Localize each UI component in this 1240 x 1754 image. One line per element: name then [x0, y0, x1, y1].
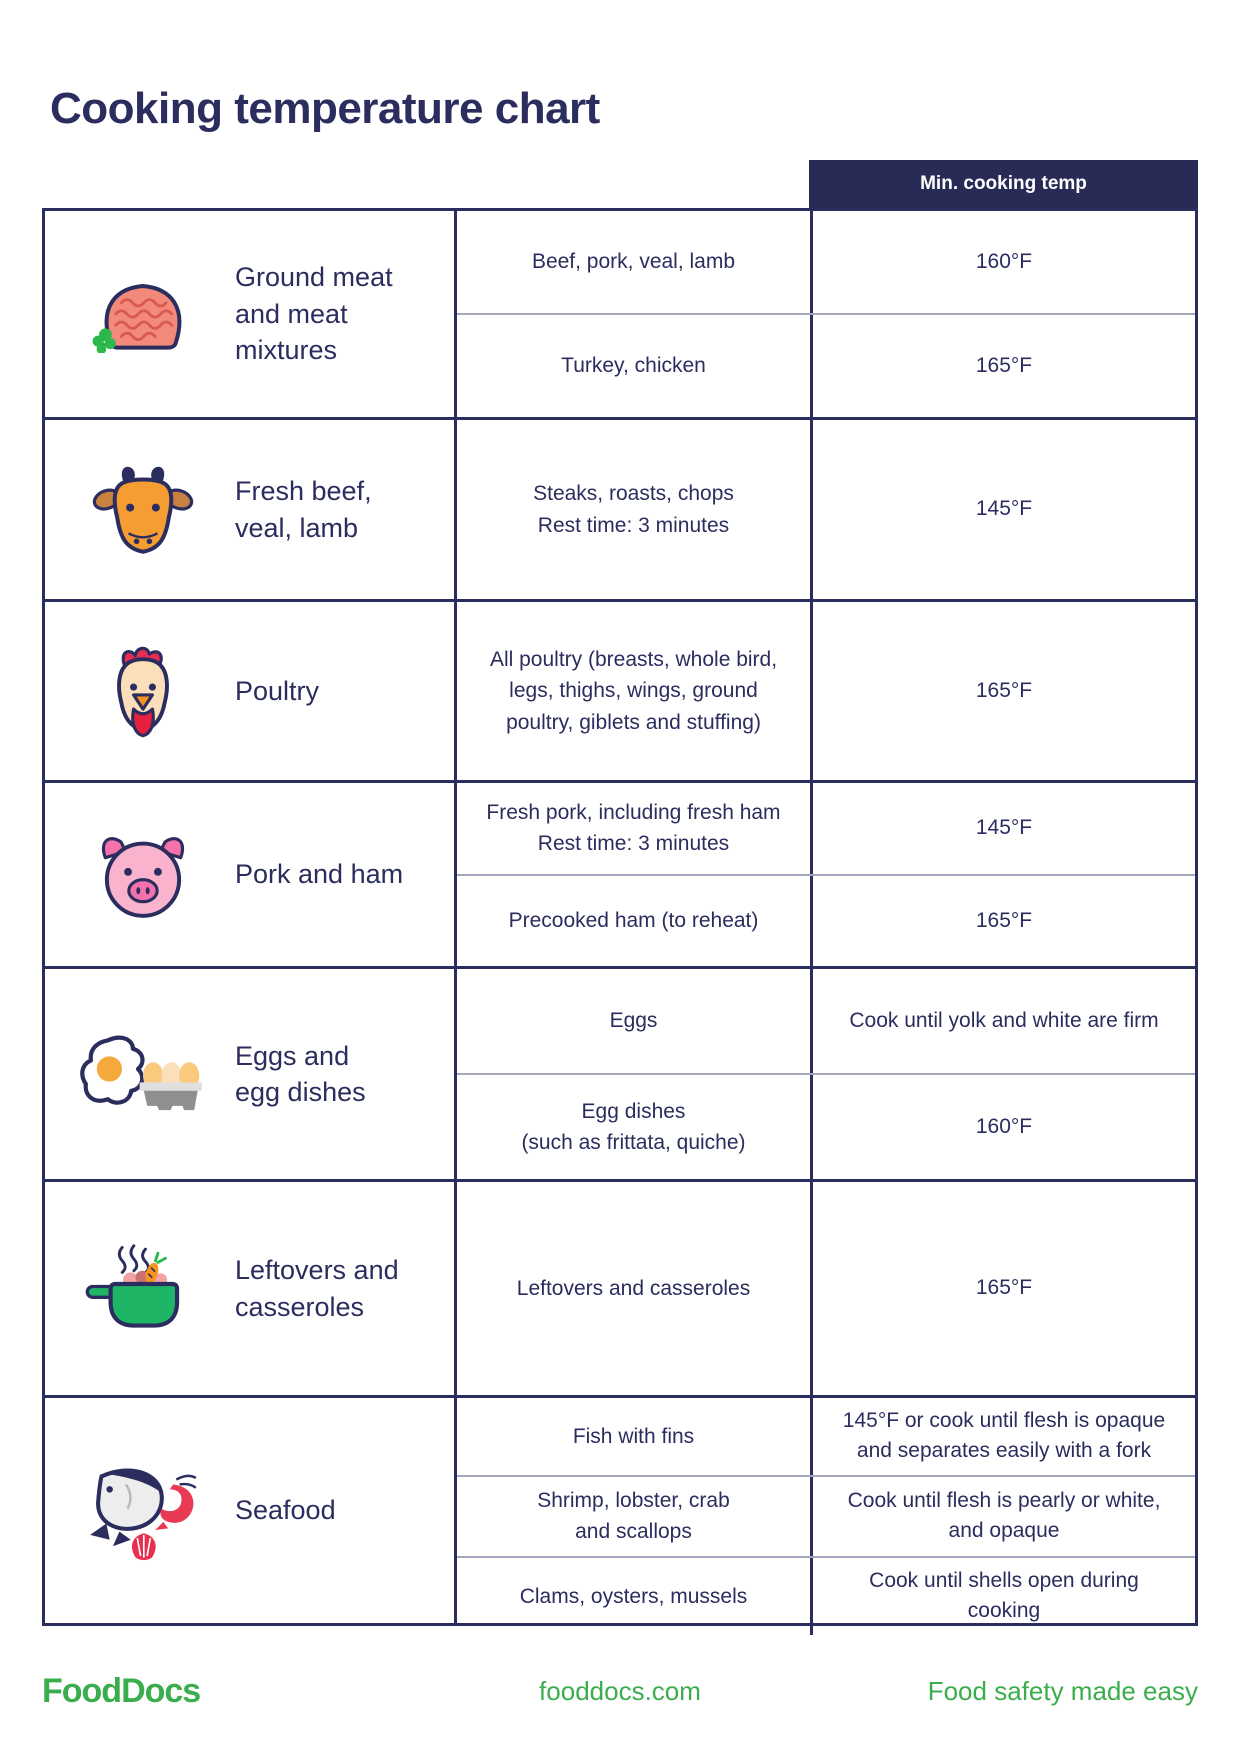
sub-rows: Fresh pork, including fresh ham Rest tim… — [457, 783, 1195, 966]
table-row: Clams, oysters, mussels Cook until shell… — [457, 1555, 1195, 1635]
item-cell: Leftovers and casseroles — [457, 1182, 813, 1395]
table-row: Fresh pork, including fresh ham Rest tim… — [457, 783, 1195, 874]
table-row: Turkey, chicken 165°F — [457, 313, 1195, 417]
item-cell: Fresh pork, including fresh ham Rest tim… — [457, 783, 813, 874]
footer-website: fooddocs.com — [539, 1676, 701, 1706]
temperature-table-zone: Min. cooking temp — [42, 160, 1198, 1635]
temp-cell: 160°F — [975, 249, 1033, 273]
table-row: Shrimp, lobster, crab and scallops Cook … — [457, 1474, 1195, 1556]
category-name: Ground meat and meat mixtures — [235, 262, 393, 366]
sub-rows: Leftovers and casseroles 165°F — [457, 1182, 1195, 1395]
item-cell: Steaks, roasts, chops Rest time: 3 minut… — [457, 420, 813, 599]
category-cell: Seafood — [45, 1398, 457, 1623]
temp-cell: 165°F — [975, 908, 1033, 932]
sub-rows: Fish with fins 145°F or cook until flesh… — [457, 1398, 1195, 1635]
table-row: Leftovers and casseroles 165°F — [457, 1182, 1195, 1395]
pig-icon — [73, 831, 213, 919]
item-cell: Egg dishes (such as frittata, quiche) — [457, 1075, 813, 1179]
category-name: Poultry — [235, 675, 320, 706]
table-row-seafood: Seafood Fish with fins 145°F or cook unt… — [45, 1395, 1195, 1635]
table-row: Fish with fins 145°F or cook until flesh… — [457, 1398, 1195, 1475]
category-cell: Eggs and egg dishes — [45, 969, 457, 1179]
page-footer: FoodDocs fooddocs.com Food safety made e… — [42, 1672, 1198, 1711]
category-cell: Pork and ham — [45, 783, 457, 966]
item-cell: Beef, pork, veal, lamb — [457, 211, 813, 313]
table-row-fresh-beef: Fresh beef, veal, lamb Steaks, roasts, c… — [45, 417, 1195, 599]
item-cell: Shrimp, lobster, crab and scallops — [457, 1476, 813, 1556]
category-cell: Ground meat and meat mixtures — [45, 211, 457, 417]
table-row: Eggs Cook until yolk and white are firm — [457, 969, 1195, 1073]
eggs-icon — [73, 1032, 213, 1116]
chicken-icon — [73, 643, 213, 739]
item-cell: Eggs — [457, 969, 813, 1073]
item-cell: Turkey, chicken — [457, 315, 813, 417]
min-cooking-temp-header: Min. cooking temp — [809, 160, 1198, 208]
table-row: Steaks, roasts, chops Rest time: 3 minut… — [457, 420, 1195, 599]
table-row-eggs: Eggs and egg dishes Eggs Cook until yolk… — [45, 966, 1195, 1179]
temp-cell: 165°F — [975, 1276, 1033, 1300]
temp-cell: 165°F — [975, 353, 1033, 377]
table-row-poultry: Poultry All poultry (breasts, whole bird… — [45, 599, 1195, 780]
temp-cell: Cook until shells open during cooking — [869, 1568, 1139, 1623]
category-name: Fresh beef, veal, lamb — [235, 476, 372, 543]
temp-cell: 145°F — [975, 497, 1033, 521]
table-row: All poultry (breasts, whole bird, legs, … — [457, 602, 1195, 780]
table-row: Beef, pork, veal, lamb 160°F — [457, 211, 1195, 313]
item-cell: Clams, oysters, mussels — [457, 1557, 813, 1635]
table-row-leftovers: Leftovers and casseroles Leftovers and c… — [45, 1179, 1195, 1395]
category-cell: Leftovers and casseroles — [45, 1182, 457, 1395]
temp-cell: 145°F or cook until flesh is opaque and … — [842, 1409, 1166, 1463]
category-name: Leftovers and casseroles — [235, 1255, 399, 1322]
item-cell: Fish with fins — [457, 1398, 813, 1475]
pot-icon — [73, 1242, 213, 1336]
table-row-pork-and-ham: Pork and ham Fresh pork, including fresh… — [45, 780, 1195, 966]
category-name: Pork and ham — [235, 859, 404, 890]
category-cell: Fresh beef, veal, lamb — [45, 420, 457, 599]
item-cell: All poultry (breasts, whole bird, legs, … — [457, 602, 813, 780]
temp-cell: Cook until yolk and white are firm — [849, 1008, 1159, 1032]
category-name: Seafood — [235, 1495, 336, 1526]
sub-rows: Beef, pork, veal, lamb 160°F Turkey, chi… — [457, 211, 1195, 417]
seafood-icon — [73, 1460, 213, 1561]
temp-cell: 165°F — [975, 678, 1033, 702]
temp-cell: 145°F — [975, 816, 1033, 840]
sub-rows: All poultry (breasts, whole bird, legs, … — [457, 602, 1195, 780]
fooddocs-logo: FoodDocs — [42, 1672, 201, 1710]
temp-cell: Cook until flesh is pearly or white, and… — [847, 1488, 1161, 1543]
temp-cell: 160°F — [975, 1114, 1033, 1138]
category-cell: Poultry — [45, 602, 457, 780]
page-title: Cooking temperature chart — [50, 84, 600, 133]
table-row: Egg dishes (such as frittata, quiche) 16… — [457, 1073, 1195, 1179]
table-row-ground-meat: Ground meat and meat mixtures Beef, pork… — [45, 211, 1195, 417]
ground-meat-icon — [73, 275, 213, 353]
item-cell: Precooked ham (to reheat) — [457, 875, 813, 966]
footer-tagline: Food safety made easy — [927, 1676, 1198, 1706]
category-name: Eggs and egg dishes — [235, 1040, 366, 1107]
sub-rows: Eggs Cook until yolk and white are firm … — [457, 969, 1195, 1179]
temperature-table: Ground meat and meat mixtures Beef, pork… — [42, 208, 1198, 1635]
table-row: Precooked ham (to reheat) 165°F — [457, 873, 1195, 966]
cow-icon — [73, 463, 213, 557]
sub-rows: Steaks, roasts, chops Rest time: 3 minut… — [457, 420, 1195, 599]
